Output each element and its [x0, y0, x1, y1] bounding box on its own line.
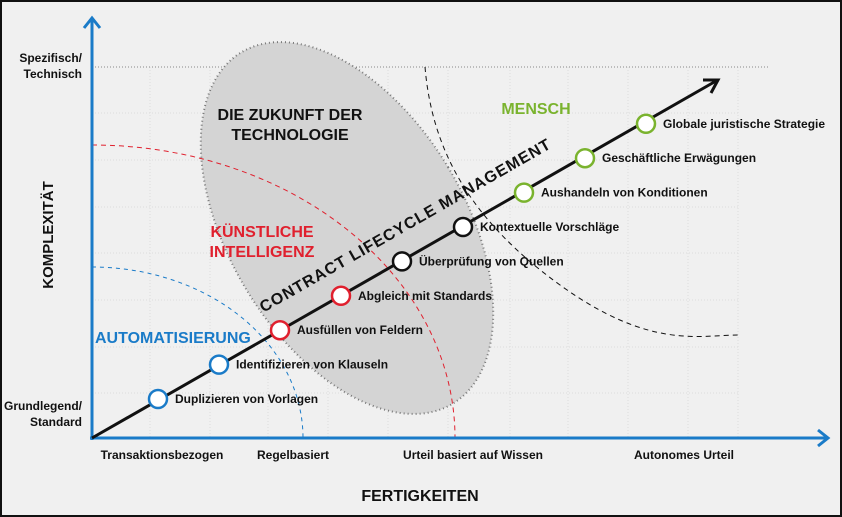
diagonal-arrow-icon: [703, 78, 721, 94]
step-marker: [391, 251, 413, 272]
future-title-1: DIE ZUKUNFT DER: [218, 107, 363, 124]
step-marker: [330, 285, 352, 307]
x-axis-title: FERTIGKEITEN: [361, 488, 478, 505]
step-label: Überprüfung von Quellen: [419, 253, 564, 268]
y-bottom-label-2: Standard: [30, 415, 82, 429]
ai-title-2: INTELLIGENZ: [210, 244, 315, 261]
y-bottom-label-1: Grundlegend/: [4, 399, 83, 413]
step-marker: [635, 113, 657, 135]
step-marker: [452, 216, 474, 238]
y-top-label-2: Technisch: [24, 67, 82, 81]
step-label: Kontextuelle Vorschläge: [480, 220, 619, 234]
step-label: Identifizieren von Klauseln: [236, 358, 388, 372]
step-label: Aushandeln von Konditionen: [541, 186, 708, 200]
step-marker: [208, 354, 230, 375]
automation-title: AUTOMATISIERUNG: [95, 330, 251, 347]
y-axis-arrow-icon: [82, 15, 102, 29]
x-tick-2: Urteil basiert auf Wissen: [403, 448, 543, 462]
step-marker: [269, 319, 291, 341]
y-axis-title: KOMPLEXITÄT: [40, 181, 57, 289]
step-label: Globale juristische Strategie: [663, 117, 825, 131]
x-axis-arrow-icon: [817, 428, 831, 448]
automation-boundary: [91, 266, 304, 439]
x-tick-3: Autonomes Urteil: [634, 448, 734, 462]
step-label: Ausfüllen von Feldern: [297, 323, 423, 337]
steps: Duplizieren von Vorlagen Identifizieren v…: [147, 113, 825, 410]
step-marker: [574, 147, 596, 169]
human-title: MENSCH: [501, 101, 570, 118]
step-marker: [147, 388, 169, 410]
ai-title-1: KÜNSTLICHE: [210, 222, 313, 241]
x-tick-1: Regelbasiert: [257, 448, 329, 462]
ai-boundary: [91, 144, 456, 439]
y-top-label-1: Spezifisch/: [19, 51, 82, 65]
step-label: Duplizieren von Vorlagen: [175, 392, 318, 406]
step-marker: [513, 182, 535, 203]
human-boundary: [424, 66, 739, 337]
step-label: Geschäftliche Erwägungen: [602, 151, 756, 165]
future-title-2: TECHNOLOGIE: [231, 127, 349, 144]
future-technology-area: [199, 41, 495, 415]
x-tick-0: Transaktionsbezogen: [101, 448, 224, 462]
step-label: Abgleich mit Standards: [358, 289, 492, 303]
